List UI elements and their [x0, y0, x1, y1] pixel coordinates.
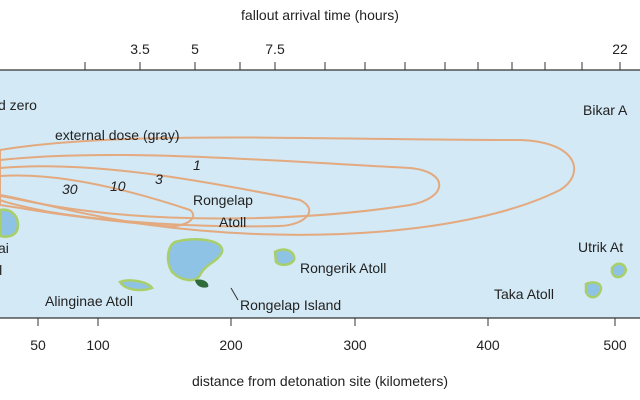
place-label: ai: [0, 240, 9, 256]
tick-label: 22: [612, 41, 628, 57]
tick-label: 100: [86, 337, 110, 353]
tick-label: 200: [219, 337, 243, 353]
place-label: Alinginae Atoll: [45, 293, 133, 309]
tick-label: 50: [30, 337, 46, 353]
leader: [230, 287, 239, 301]
rongelap-island: [195, 279, 209, 288]
place-label: Rongerik Atoll: [300, 260, 386, 276]
tick-label: 500: [603, 337, 627, 353]
place-label: Atoll: [219, 214, 246, 230]
contour-label: 3: [155, 171, 163, 187]
legend-title: external dose (gray): [55, 127, 180, 143]
tick-label: 3.5: [130, 41, 150, 57]
bottom-axis-title: distance from detonation site (kilometer…: [192, 373, 448, 389]
sea: [0, 70, 640, 318]
place-label: Bikar A: [583, 102, 628, 118]
place-label: Rongelap: [193, 192, 253, 208]
place-label: Rongelap Island: [240, 297, 341, 313]
place-label: d zero: [0, 97, 37, 113]
tick-label: 5: [191, 41, 199, 57]
tick-label: 400: [476, 337, 500, 353]
contour-label: 10: [110, 178, 126, 194]
place-label: ll: [0, 262, 2, 278]
tick-label: 7.5: [265, 41, 285, 57]
place-label: Utrik At: [578, 239, 623, 255]
contours: [0, 136, 576, 236]
contour-label: 1: [193, 157, 201, 173]
contour-label: 30: [62, 181, 78, 197]
islands: [0, 208, 628, 299]
tick-label: 300: [343, 337, 367, 353]
place-label: Taka Atoll: [494, 286, 554, 302]
top-axis-title: fallout arrival time (hours): [241, 7, 399, 23]
